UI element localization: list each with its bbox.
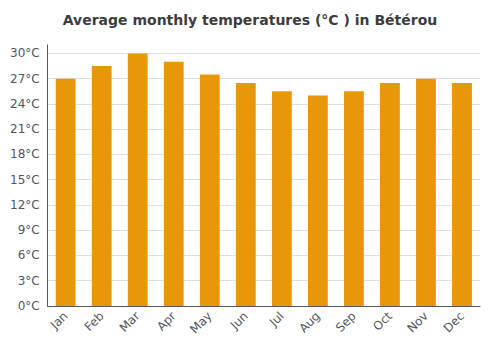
svg-text:12°C: 12°C [10, 198, 40, 212]
svg-text:Nov: Nov [404, 309, 430, 335]
svg-text:21°C: 21°C [10, 122, 40, 136]
svg-text:18°C: 18°C [10, 147, 40, 161]
svg-text:Sep: Sep [333, 309, 359, 335]
svg-text:27°C: 27°C [10, 72, 40, 86]
svg-text:Aug: Aug [296, 309, 322, 335]
svg-text:Jan: Jan [47, 309, 71, 333]
svg-text:0°C: 0°C [18, 299, 40, 313]
svg-text:Jun: Jun [227, 309, 251, 333]
svg-text:30°C: 30°C [10, 46, 40, 60]
svg-text:Apr: Apr [154, 309, 179, 334]
svg-text:24°C: 24°C [10, 97, 40, 111]
svg-text:9°C: 9°C [18, 223, 40, 237]
svg-text:Jul: Jul [266, 309, 287, 330]
svg-text:6°C: 6°C [18, 248, 40, 262]
svg-text:Average monthly temperatures (: Average monthly temperatures (°C ) in Bé… [63, 12, 438, 28]
svg-text:Mar: Mar [117, 309, 143, 335]
svg-text:Oct: Oct [370, 309, 395, 334]
svg-text:May: May [187, 309, 214, 336]
svg-text:Feb: Feb [82, 309, 107, 334]
svg-text:3°C: 3°C [18, 274, 40, 288]
svg-text:Dec: Dec [441, 309, 467, 335]
svg-text:15°C: 15°C [10, 173, 40, 187]
